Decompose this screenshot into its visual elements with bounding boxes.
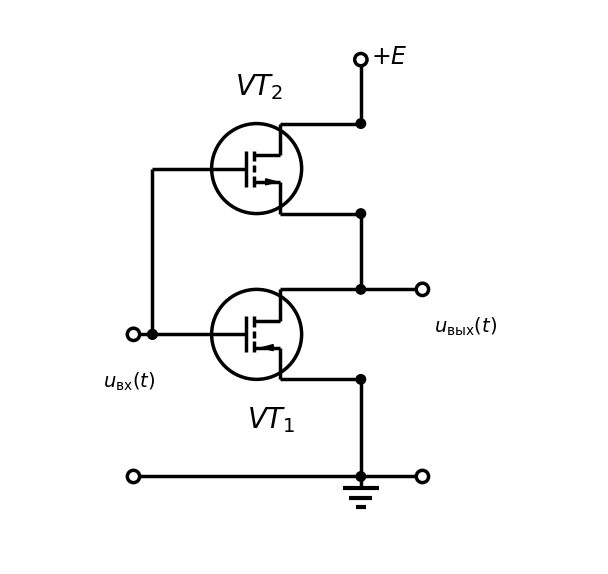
Circle shape: [212, 123, 302, 214]
Circle shape: [148, 329, 157, 339]
Circle shape: [356, 472, 365, 481]
Circle shape: [356, 209, 365, 218]
Circle shape: [212, 289, 302, 379]
Circle shape: [148, 329, 157, 339]
Polygon shape: [262, 344, 273, 351]
Circle shape: [127, 470, 140, 483]
Circle shape: [127, 328, 140, 340]
Circle shape: [416, 470, 429, 483]
Circle shape: [356, 375, 365, 384]
Text: $+E$: $+E$: [371, 45, 408, 69]
Circle shape: [354, 53, 367, 66]
Text: $u_{\sf вых}(t)$: $u_{\sf вых}(t)$: [434, 316, 497, 339]
Text: $u_{\sf вх}(t)$: $u_{\sf вх}(t)$: [103, 371, 155, 393]
Circle shape: [416, 283, 429, 296]
Circle shape: [356, 285, 365, 294]
Text: $VT_1$: $VT_1$: [247, 405, 295, 435]
Text: $VT_2$: $VT_2$: [235, 72, 283, 102]
Polygon shape: [266, 179, 277, 185]
Circle shape: [356, 119, 365, 129]
